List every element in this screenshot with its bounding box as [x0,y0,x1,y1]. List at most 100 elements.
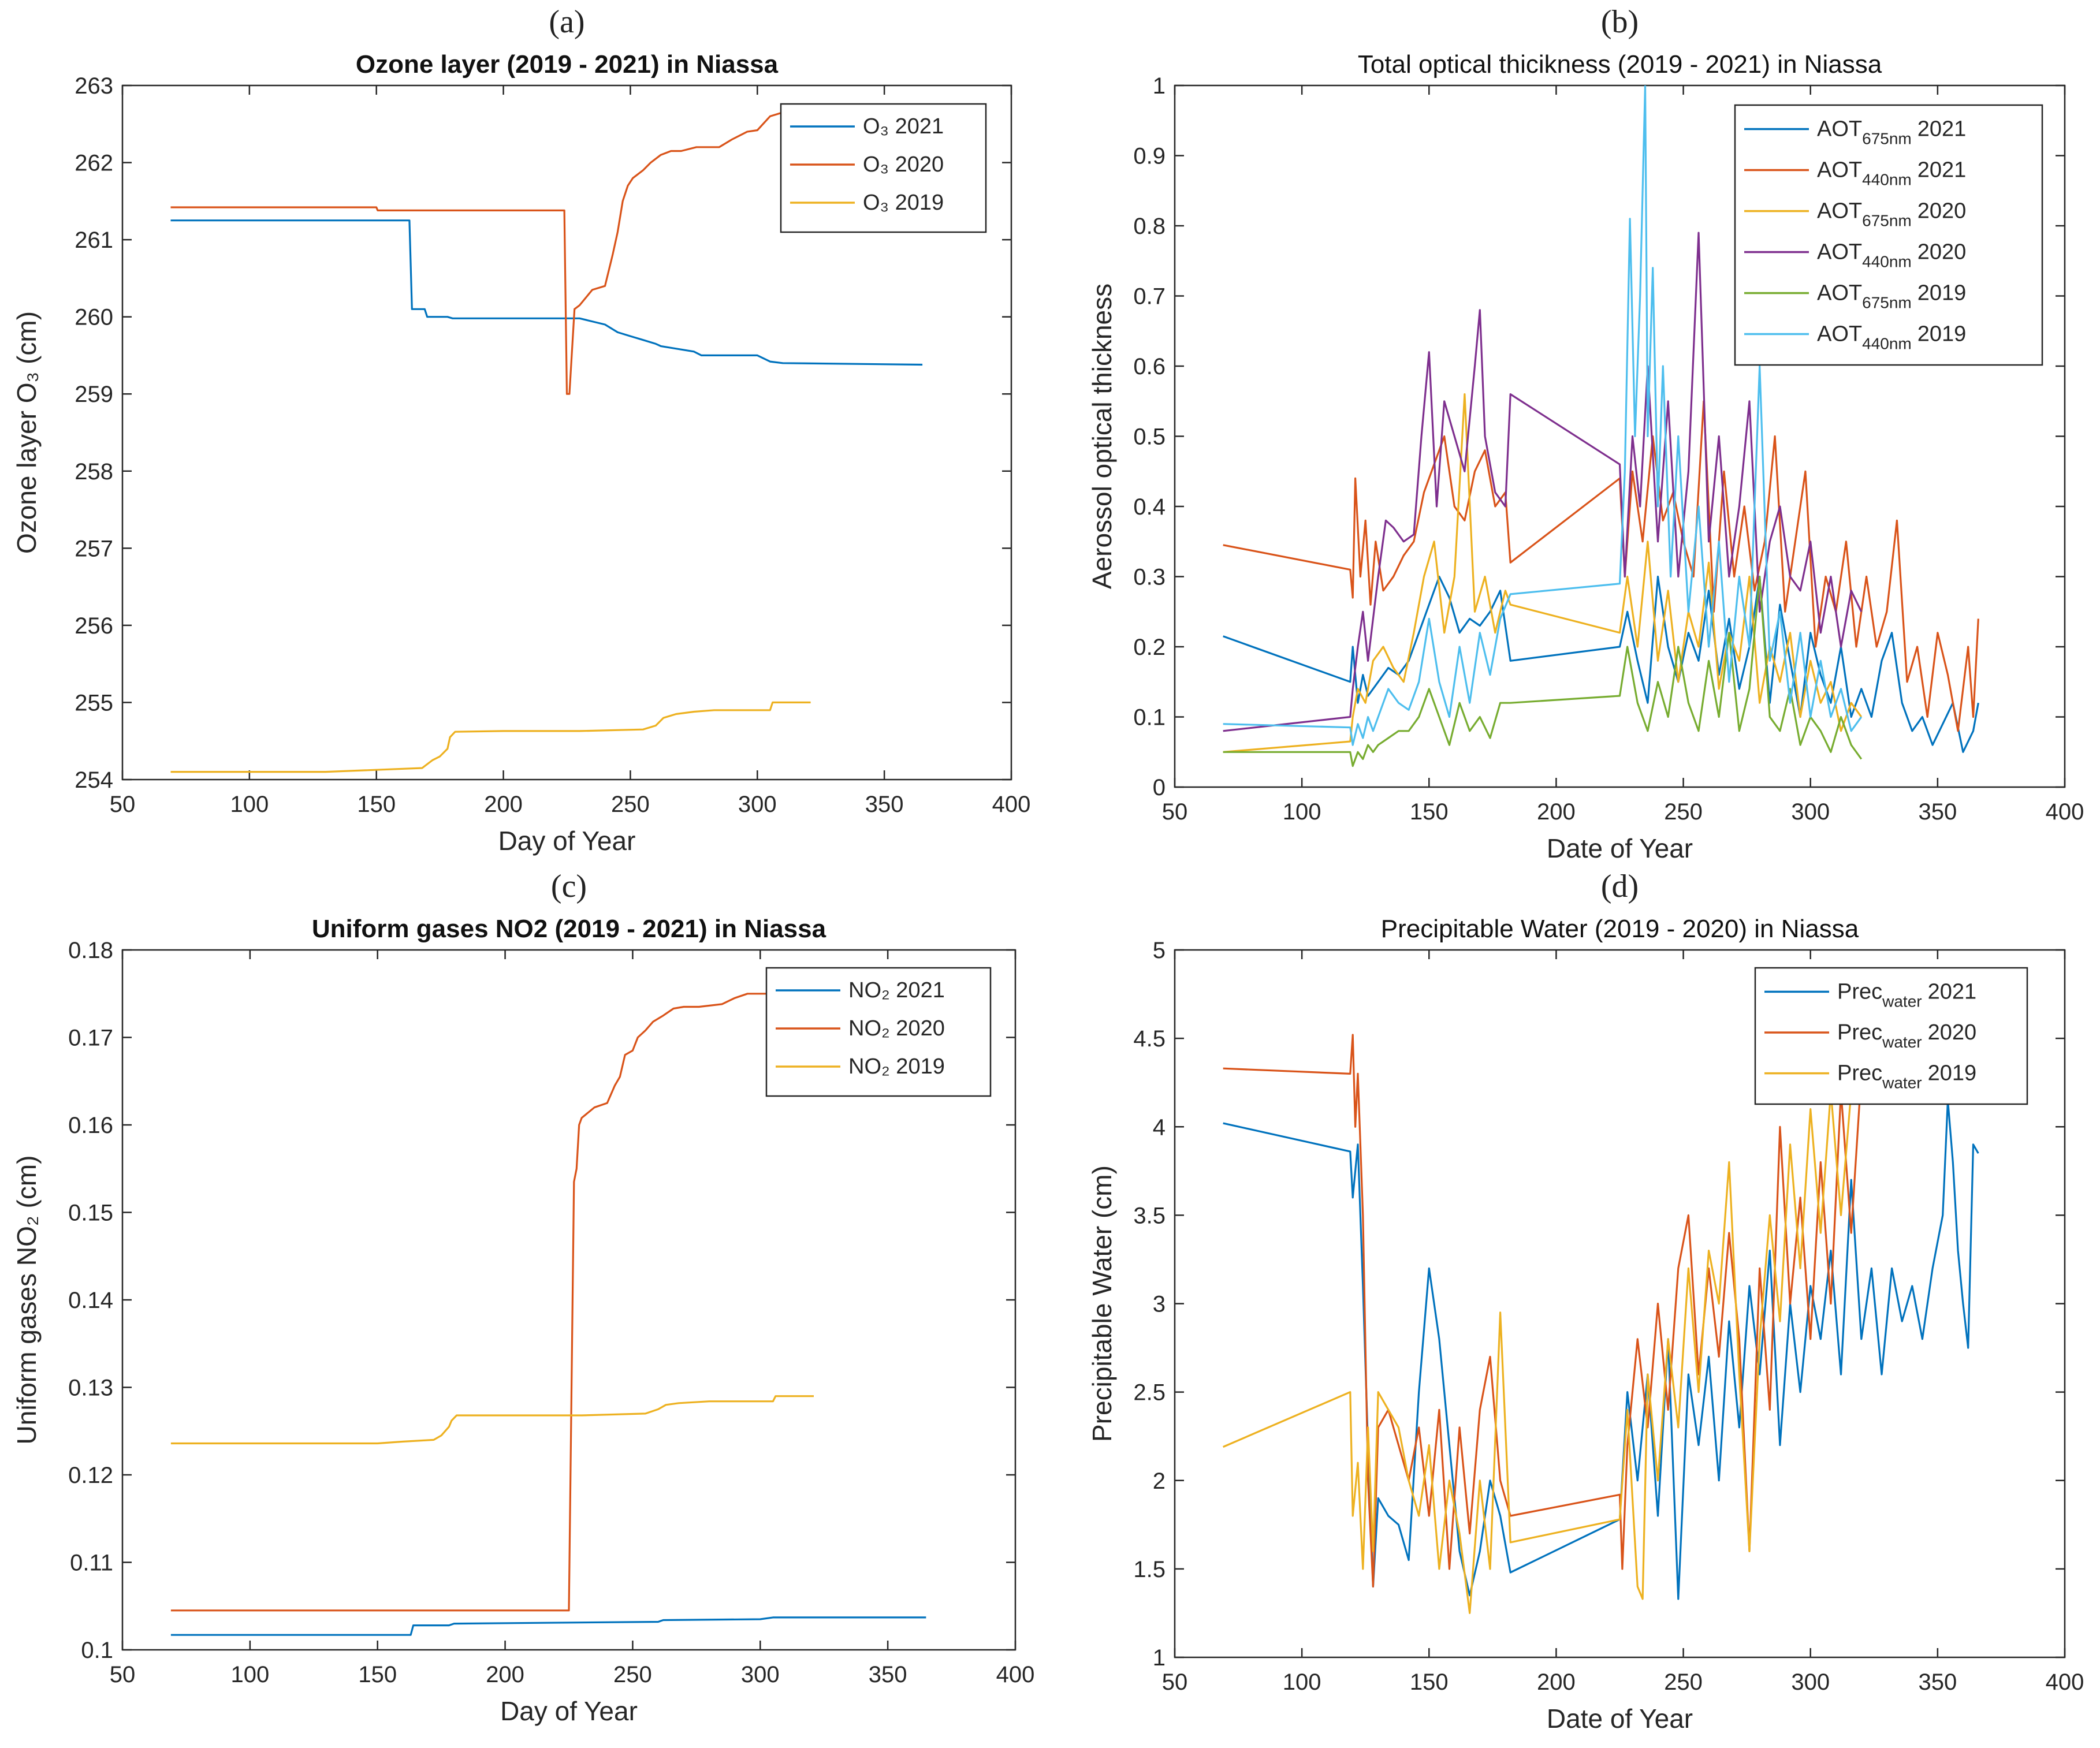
legend-entry: O₃ 2021 [863,114,944,139]
chart-title: Uniform gases NO2 (2019 - 2021) in Niass… [312,915,826,943]
x-axis-label: Day of Year [500,1696,638,1726]
series-line-0 [170,219,923,366]
y-tick-label: 5 [1153,938,1166,963]
y-tick-label: 0.2 [1133,635,1166,660]
panel-1: (b) Total optical thicikness (2019 - 2021… [1087,4,2084,863]
x-tick-label: 150 [357,792,396,817]
y-tick-label: 259 [75,382,113,407]
x-tick-label: 300 [1791,1669,1830,1695]
y-tick-label: 0.18 [68,938,113,963]
y-tick-label: 2 [1153,1469,1166,1494]
series-line-1 [170,111,783,395]
y-axis-label: Precipitable Water (cm) [1087,1165,1117,1442]
x-tick-label: 350 [869,1662,907,1687]
x-tick-label: 150 [1410,1669,1449,1695]
x-tick-label: 50 [110,792,136,817]
legend-entry: NO₂ 2019 [848,1054,945,1079]
y-tick-label: 0 [1153,775,1166,800]
y-tick-label: 0.1 [81,1638,113,1663]
legend-entry: O₃ 2020 [863,152,944,177]
legend-entry: AOT675nm 2020 [1817,199,1966,230]
legend-entry: NO₂ 2020 [848,1016,945,1041]
x-tick-label: 50 [110,1662,136,1687]
series-line-1 [170,993,786,1612]
x-tick-label: 300 [1791,799,1830,825]
y-tick-label: 0.16 [68,1113,113,1138]
x-tick-label: 150 [358,1662,397,1687]
y-tick-label: 1.5 [1133,1557,1166,1582]
x-axis-label: Date of Year [1547,1704,1693,1734]
legend: NO₂ 2021 NO₂ 2020 NO₂ 2019 [765,967,992,1097]
series-line-0 [1223,1099,1979,1600]
legend-entry: NO₂ 2021 [848,978,945,1002]
legend-entry: AOT440nm 2020 [1817,240,1966,271]
y-tick-label: 0.12 [68,1463,113,1488]
x-tick-label: 150 [1410,799,1449,825]
y-tick-label: 262 [75,151,113,176]
legend: Precwater 2021 Precwater 2020 Precwater 2019 [1754,967,2028,1105]
y-tick-label: 0.9 [1133,144,1166,169]
y-tick-label: 0.5 [1133,424,1166,450]
x-tick-label: 250 [1664,1669,1703,1695]
series-line-0 [1223,575,1979,753]
y-tick-label: 0.3 [1133,565,1166,590]
legend-box [1754,967,2028,1105]
series-line-1 [1223,400,1979,732]
legend-entry: Precwater 2021 [1837,979,1976,1010]
y-tick-label: 4 [1153,1115,1166,1140]
x-tick-label: 200 [484,792,523,817]
x-tick-label: 300 [741,1662,780,1687]
y-tick-label: 0.8 [1133,214,1166,239]
y-tick-label: 256 [75,613,113,639]
legend: AOT675nm 2021 AOT440nm 2021 AOT675nm 2020 AOT4… [1734,104,2043,366]
panel-label: (a) [549,4,584,40]
legend-entry: AOT440nm 2019 [1817,322,1966,353]
series-line-2 [1223,1073,1863,1614]
series-line-2 [170,1395,814,1445]
y-axis-label: Uniform gases NO₂ (cm) [12,1156,42,1445]
legend-box [1734,104,2043,366]
y-tick-label: 1 [1153,73,1166,99]
x-tick-label: 400 [2046,1669,2084,1695]
y-tick-label: 0.15 [68,1201,113,1226]
series-line-0 [170,1616,926,1636]
series-line-5 [1223,85,1863,746]
y-tick-label: 0.4 [1133,494,1166,520]
y-tick-label: 0.6 [1133,354,1166,379]
x-tick-label: 100 [1283,1669,1321,1695]
y-tick-label: 261 [75,228,113,253]
x-tick-label: 100 [1283,799,1321,825]
y-tick-label: 258 [75,459,113,484]
legend-entry: AOT675nm 2021 [1817,117,1966,148]
x-tick-label: 200 [486,1662,524,1687]
x-tick-label: 200 [1537,799,1576,825]
series-line-2 [1223,393,1863,753]
series-line-2 [170,701,811,773]
legend: O₃ 2021 O₃ 2020 O₃ 2019 [780,103,987,233]
x-tick-label: 250 [611,792,650,817]
y-tick-label: 0.13 [68,1376,113,1401]
x-axis-label: Day of Year [498,826,636,856]
x-tick-label: 100 [230,792,269,817]
chart-title: Total optical thicikness (2019 - 2021) i… [1358,50,1882,79]
chart-title: Precipitable Water (2019 - 2020) in Nias… [1381,915,1859,943]
legend-entry: Precwater 2020 [1837,1020,1976,1051]
y-tick-label: 0.1 [1133,705,1166,730]
series-line-1 [1223,1034,1863,1588]
y-tick-label: 257 [75,536,113,561]
panel-0: (a) Ozone layer (2019 - 2021) in Niassa 50… [12,4,1030,856]
y-tick-label: 0.7 [1133,284,1166,310]
x-tick-label: 200 [1537,1669,1576,1695]
series-line-4 [1223,575,1863,767]
y-tick-label: 3 [1153,1292,1166,1317]
y-tick-label: 0.11 [70,1551,113,1576]
panel-label: (d) [1601,869,1639,904]
legend-entry: Precwater 2019 [1837,1061,1976,1092]
y-tick-label: 0.14 [68,1288,113,1313]
legend-entry: O₃ 2019 [863,191,944,215]
x-axis-label: Date of Year [1547,833,1693,863]
legend-box [780,103,987,233]
x-tick-label: 300 [738,792,777,817]
x-tick-label: 400 [992,792,1031,817]
x-tick-label: 400 [996,1662,1035,1687]
